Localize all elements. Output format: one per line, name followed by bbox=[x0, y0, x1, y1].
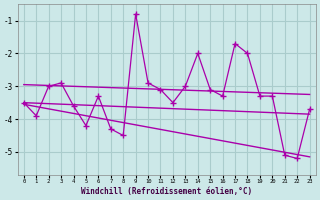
X-axis label: Windchill (Refroidissement éolien,°C): Windchill (Refroidissement éolien,°C) bbox=[81, 187, 252, 196]
